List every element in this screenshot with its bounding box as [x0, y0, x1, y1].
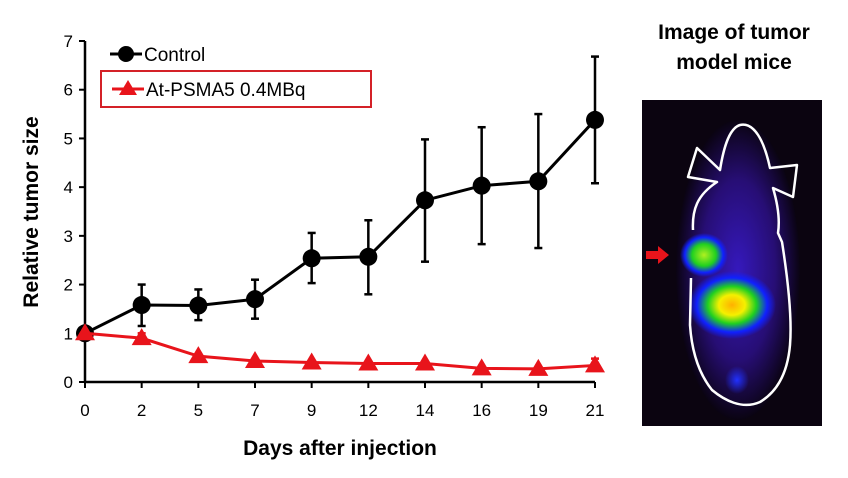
legend-label-control: Control — [144, 45, 205, 66]
data-point — [245, 351, 265, 369]
legend-label-treatment: At-PSMA5 0.4MBq — [146, 80, 305, 101]
x-tick-label: 12 — [359, 401, 378, 420]
data-point — [586, 110, 604, 129]
data-point — [472, 176, 491, 195]
data-point — [302, 249, 321, 268]
data-point — [471, 358, 492, 376]
data-point — [358, 353, 379, 371]
x-axis-label: Days after injection — [243, 437, 437, 460]
data-point — [189, 296, 208, 315]
y-tick-label: 0 — [64, 373, 73, 392]
y-tick-label: 2 — [64, 276, 73, 295]
body-signal — [676, 120, 800, 420]
data-point — [246, 290, 264, 309]
data-point — [132, 296, 151, 315]
data-point — [585, 355, 605, 373]
data-point — [301, 352, 322, 370]
y-tick-label: 4 — [64, 178, 73, 197]
data-point — [415, 353, 435, 371]
mouse-scan-image — [642, 100, 822, 426]
x-tick-label: 14 — [416, 401, 435, 420]
y-tick-label: 5 — [64, 129, 73, 148]
bladder-signal — [725, 366, 749, 394]
series-line-0 — [84, 118, 597, 335]
data-point — [528, 358, 549, 376]
x-tick-label: 7 — [250, 401, 259, 420]
panel-title-line2: model mice — [676, 51, 792, 74]
legend-marker-treatment — [119, 80, 137, 95]
x-tick-label: 21 — [586, 401, 605, 420]
y-tick-label: 7 — [64, 32, 73, 51]
mouse-outline — [686, 123, 799, 407]
panel-title-line1: Image of tumor — [658, 21, 810, 44]
legend-highlight-box — [100, 70, 372, 108]
x-tick-label: 2 — [137, 401, 146, 420]
x-tick-label: 19 — [529, 401, 548, 420]
data-point — [75, 323, 95, 341]
tumor-signal — [680, 233, 728, 277]
x-tick-label: 9 — [307, 401, 316, 420]
x-tick-label: 5 — [194, 401, 203, 420]
data-point — [131, 328, 152, 346]
x-tick-label: 16 — [472, 401, 491, 420]
series-line-1 — [84, 331, 596, 371]
y-tick-label: 6 — [64, 81, 73, 100]
data-point — [188, 346, 209, 364]
panel-title: Image of tumor model mice — [620, 18, 848, 78]
y-tick-label: 3 — [64, 227, 73, 246]
legend-marker-control — [118, 46, 134, 62]
major-signal — [688, 271, 776, 339]
arrow-icon — [646, 246, 669, 264]
y-tick-label: 1 — [64, 324, 73, 343]
y-axis-label: Relative tumor size — [20, 116, 43, 307]
data-point — [359, 247, 378, 266]
data-point — [529, 172, 548, 191]
x-tick-label: 0 — [80, 401, 89, 420]
data-point — [416, 191, 434, 210]
